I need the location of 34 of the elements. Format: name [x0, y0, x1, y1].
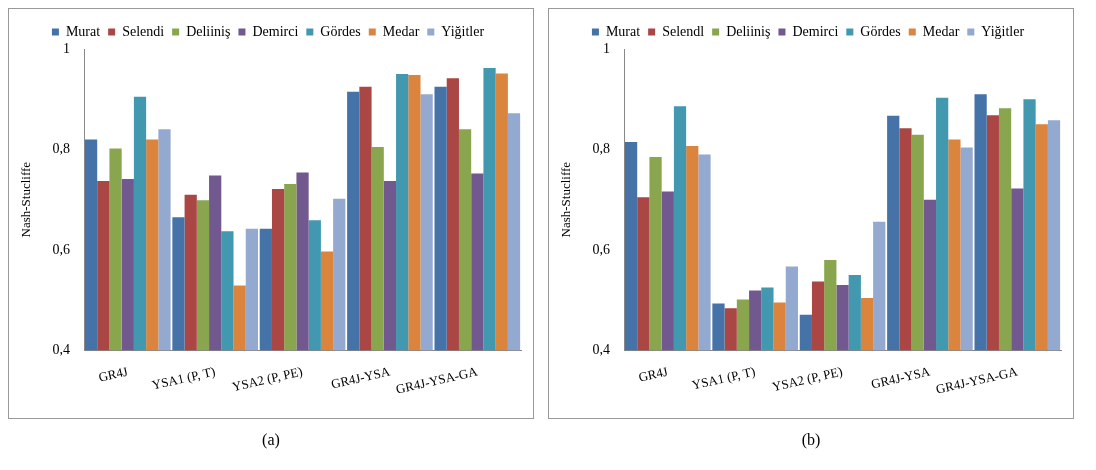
- x-tick-label: YSA1 (P, T): [690, 363, 757, 393]
- legend-label: Gördes: [320, 23, 361, 39]
- legend-label: Murat: [605, 23, 641, 39]
- y-tick-label: 1: [603, 40, 611, 56]
- legend-label: Murat: [65, 23, 101, 39]
- x-tick-label: GR4J: [637, 363, 670, 385]
- y-tick-label: 0,4: [592, 341, 611, 357]
- legend-label: Demirci: [792, 23, 839, 39]
- legend-label: Yiğitler: [441, 23, 485, 39]
- legend-label: Gördes: [860, 23, 901, 39]
- y-axis-title: Nash-Stucliffe: [18, 161, 34, 238]
- legend-label: Medar: [382, 23, 420, 39]
- x-tick-label: GR4J-YSA: [329, 363, 392, 392]
- x-tick-label: YSA2 (P, PE): [230, 363, 304, 395]
- legend-label: Deliiniş: [186, 23, 231, 39]
- y-tick-label: 0,6: [592, 241, 611, 257]
- y-tick-label: 1: [63, 40, 71, 56]
- legend-label: Demirci: [252, 23, 299, 39]
- text: (a): [262, 431, 280, 449]
- y-tick-label: 0,8: [52, 141, 71, 157]
- y-axis-title: Nash-Stucliffe: [558, 161, 574, 238]
- legend-label: Selendl: [662, 23, 705, 39]
- y-tick-label: 0,4: [52, 341, 71, 357]
- x-tick-label: YSA1 (P, T): [150, 363, 217, 393]
- text: (b): [801, 431, 821, 449]
- x-tick-label: YSA2 (P, PE): [770, 363, 844, 395]
- legend-label: Yiğitler: [981, 23, 1025, 39]
- legend-label: Medar: [922, 23, 960, 39]
- y-tick-label: 0,6: [52, 241, 71, 257]
- legend-label: Deliiniş: [726, 23, 771, 39]
- y-tick-label: 0,8: [592, 141, 611, 157]
- legend-label: Selendi: [122, 23, 165, 39]
- x-tick-label: GR4J: [97, 363, 130, 385]
- x-tick-label: GR4J-YSA: [869, 363, 932, 392]
